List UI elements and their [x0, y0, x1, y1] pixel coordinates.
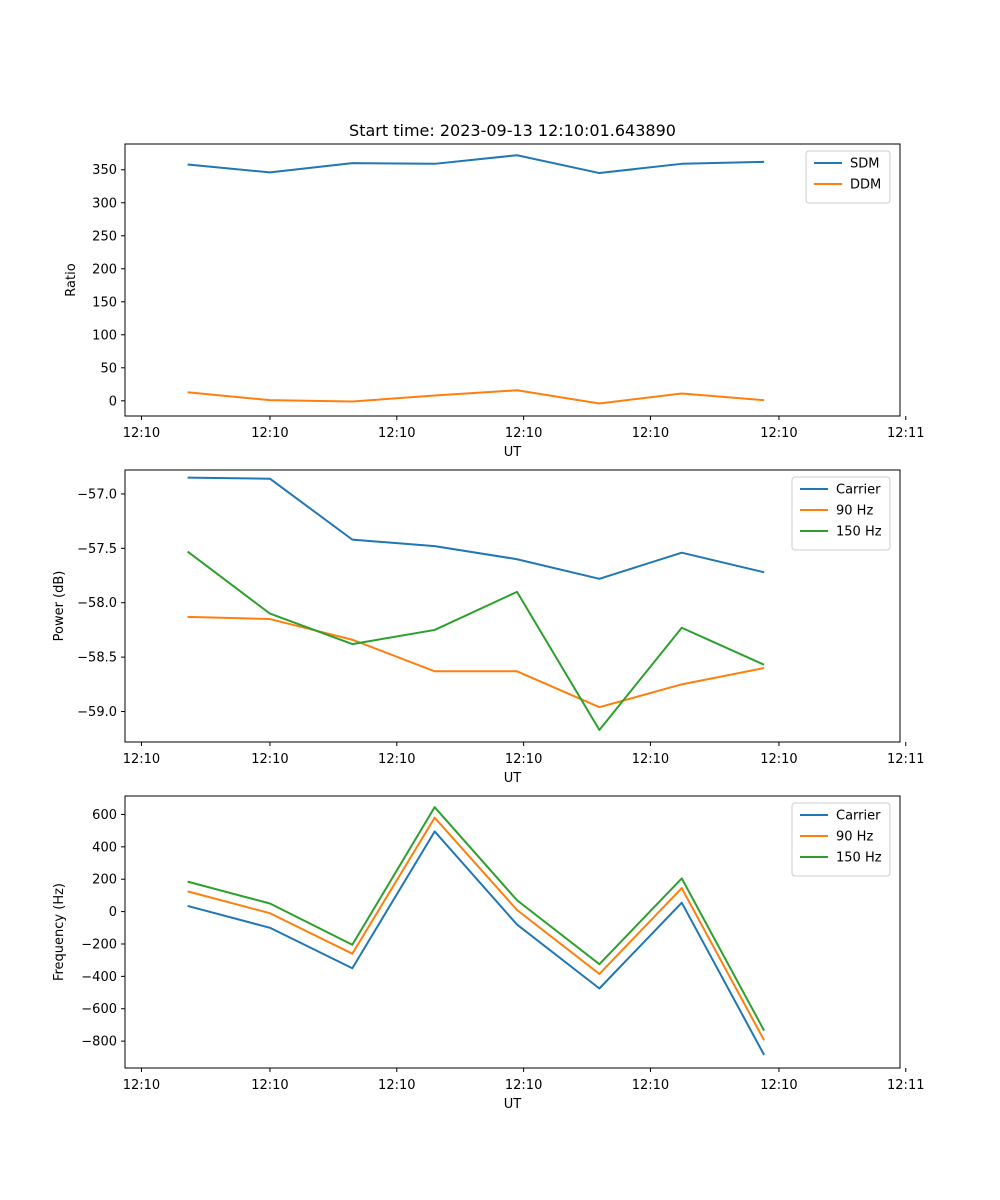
- x-tick-label: 12:10: [378, 752, 415, 767]
- chart-panel-1: Start time: 2023-09-13 12:10:01.643890 12…: [64, 121, 924, 460]
- x-tick-label: 12:10: [123, 752, 160, 767]
- series-line-150-hz: [187, 806, 765, 1032]
- x-axis-label: UT: [504, 771, 522, 786]
- series-line-150-hz: [186, 550, 765, 732]
- x-axis-label: UT: [504, 1097, 522, 1112]
- y-tick-label: −58.5: [77, 651, 117, 666]
- x-tick-label: 12:10: [760, 426, 797, 441]
- legend-label: Carrier: [836, 483, 881, 498]
- y-tick-label: −57.5: [77, 542, 117, 557]
- series-line-sdm: [187, 154, 765, 175]
- x-tick-label: 12:10: [251, 1078, 288, 1093]
- axes-frame: [124, 469, 901, 743]
- x-tick-label: 12:10: [378, 1078, 415, 1093]
- x-tick-label: 12:10: [378, 426, 415, 441]
- axes-frame: [124, 143, 901, 417]
- y-tick-label: 300: [92, 196, 117, 211]
- series-line-carrier: [187, 476, 765, 580]
- y-tick-label: −600: [81, 1002, 117, 1017]
- legend-label: DDM: [850, 178, 881, 193]
- x-tick-label: 12:10: [632, 752, 669, 767]
- y-tick-label: 100: [92, 328, 117, 343]
- axes-frame: [124, 795, 901, 1069]
- x-tick-label: 12:11: [887, 752, 924, 767]
- y-tick-label: 350: [92, 163, 117, 178]
- series-line-90-hz: [187, 615, 765, 709]
- legend-label: 90 Hz: [836, 830, 873, 845]
- series-line-90-hz: [187, 816, 765, 1041]
- x-tick-label: 12:10: [760, 752, 797, 767]
- y-tick-label: 200: [92, 873, 117, 888]
- chart-title: Start time: 2023-09-13 12:10:01.643890: [349, 121, 676, 140]
- legend-label: Carrier: [836, 809, 881, 824]
- legend-label: 150 Hz: [836, 525, 882, 540]
- y-tick-label: 200: [92, 262, 117, 277]
- x-tick-label: 12:10: [251, 426, 288, 441]
- x-axis-label: UT: [504, 445, 522, 460]
- series-line-ddm: [187, 389, 765, 405]
- y-tick-label: 0: [109, 394, 117, 409]
- y-tick-label: −200: [81, 937, 117, 952]
- x-tick-label: 12:10: [760, 1078, 797, 1093]
- legend: Carrier 90 Hz 150 Hz: [791, 476, 891, 551]
- chart-panel-3: 12:10 12:10 12:10 12:10 12:10 12:10 12:11 UT 600…: [52, 795, 924, 1112]
- series-line-carrier: [187, 830, 765, 1056]
- y-tick-label: −58.0: [77, 596, 117, 611]
- x-tick-label: 12:11: [887, 426, 924, 441]
- x-tick-label: 12:10: [251, 752, 288, 767]
- y-axis-label: Ratio: [64, 263, 79, 296]
- y-axis-label: Frequency (Hz): [52, 883, 67, 981]
- x-tick-label: 12:10: [505, 752, 542, 767]
- x-tick-label: 12:10: [632, 426, 669, 441]
- y-tick-label: 0: [109, 905, 117, 920]
- x-tick-label: 12:10: [123, 426, 160, 441]
- x-tick-label: 12:11: [887, 1078, 924, 1093]
- legend: SDM DDM: [805, 150, 891, 204]
- x-tick-label: 12:10: [123, 1078, 160, 1093]
- y-tick-label: 150: [92, 295, 117, 310]
- legend-label: 150 Hz: [836, 851, 882, 866]
- y-tick-label: −59.0: [77, 705, 117, 720]
- x-tick-label: 12:10: [632, 1078, 669, 1093]
- y-tick-label: 50: [100, 361, 117, 376]
- y-tick-label: −400: [81, 970, 117, 985]
- legend-label: SDM: [850, 157, 879, 172]
- chart-panel-2: 12:10 12:10 12:10 12:10 12:10 12:10 12:11 UT −57…: [52, 469, 924, 786]
- y-tick-label: −800: [81, 1035, 117, 1050]
- legend-label: 90 Hz: [836, 504, 873, 519]
- x-tick-label: 12:10: [505, 426, 542, 441]
- y-tick-label: 400: [92, 840, 117, 855]
- y-tick-label: 250: [92, 229, 117, 244]
- x-tick-label: 12:10: [505, 1078, 542, 1093]
- y-tick-label: −57.0: [77, 487, 117, 502]
- legend: Carrier 90 Hz 150 Hz: [791, 802, 891, 877]
- y-tick-label: 600: [92, 808, 117, 823]
- y-axis-label: Power (dB): [52, 571, 67, 642]
